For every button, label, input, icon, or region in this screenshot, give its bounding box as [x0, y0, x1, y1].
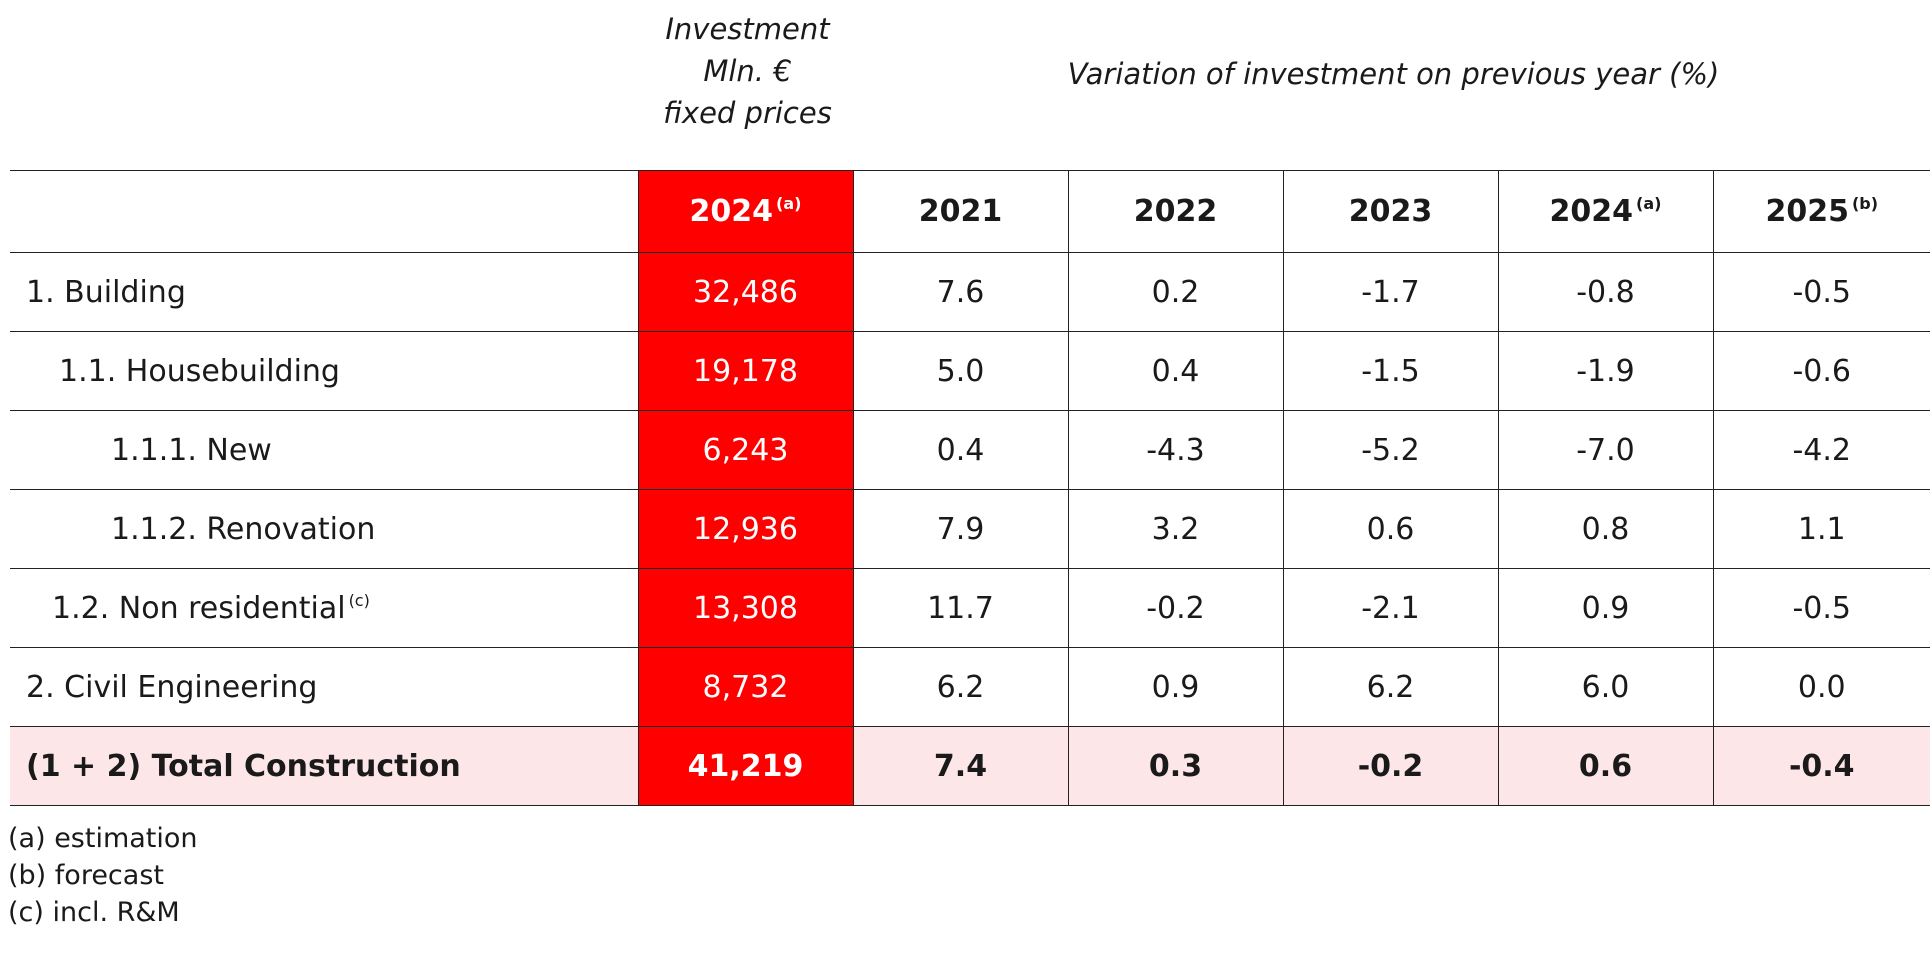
value-cell-2022: 0.3 [1067, 726, 1283, 806]
value-cell-2024: 0.8 [1497, 489, 1713, 569]
value-cell-2024: -1.9 [1497, 331, 1713, 411]
table-row-civil-engineering: 2. Civil Engineering 8,732 6.2 0.9 6.2 6… [10, 647, 1930, 727]
table-row-non-residential: 1.2. Non residential (c) 13,308 11.7 -0.2… [10, 568, 1930, 648]
investment-cell: 8,732 [637, 647, 853, 727]
value-cell-2023: -5.2 [1282, 410, 1498, 490]
value-cell-2022: 0.4 [1067, 331, 1283, 411]
value-cell-2024: 0.9 [1497, 568, 1713, 648]
header-cell-investment-2024: 2024 (a) [637, 170, 853, 253]
value-cell-2024: 0.6 [1497, 726, 1713, 806]
investment-table: 2024 (a) 2021 2022 2023 2024 (a) 2025 (b) 1… [10, 170, 1930, 806]
footnote-b: (b) forecast [8, 860, 164, 891]
row-label: 1.2. Non residential (c) [10, 568, 638, 648]
row-label: 1. Building [10, 252, 638, 332]
value-cell-2021: 6.2 [852, 647, 1068, 727]
investment-cell: 12,936 [637, 489, 853, 569]
row-label: 1.1. Housebuilding [10, 331, 638, 411]
value-cell-2021: 7.6 [852, 252, 1068, 332]
value-cell-2024: 6.0 [1497, 647, 1713, 727]
investment-cell: 32,486 [637, 252, 853, 332]
header-cell-label [10, 170, 638, 253]
value-cell-2025: 1.1 [1712, 489, 1930, 569]
value-cell-2021: 11.7 [852, 568, 1068, 648]
value-cell-2025: -0.5 [1712, 252, 1930, 332]
investment-column-heading: Investment Mln. € fixed prices [640, 8, 855, 134]
investment-cell: 13,308 [637, 568, 853, 648]
value-cell-2022: -0.2 [1067, 568, 1283, 648]
variation-heading: Variation of investment on previous year… [1067, 57, 1720, 91]
header-cell-2022: 2022 [1067, 170, 1283, 253]
table-row-new: 1.1.1. New 6,243 0.4 -4.3 -5.2 -7.0 -4.2 [10, 410, 1930, 490]
investment-cell: 6,243 [637, 410, 853, 490]
value-cell-2021: 0.4 [852, 410, 1068, 490]
investment-heading-line-2: Mln. € [703, 54, 792, 88]
table-row-renovation: 1.1.2. Renovation 12,936 7.9 3.2 0.6 0.8… [10, 489, 1930, 569]
value-cell-2023: -1.5 [1282, 331, 1498, 411]
value-cell-2025: 0.0 [1712, 647, 1930, 727]
header-cell-2023: 2023 [1282, 170, 1498, 253]
value-cell-2024: -0.8 [1497, 252, 1713, 332]
value-cell-2025: -0.5 [1712, 568, 1930, 648]
table-row-building: 1. Building 32,486 7.6 0.2 -1.7 -0.8 -0.… [10, 252, 1930, 332]
value-cell-2022: 0.2 [1067, 252, 1283, 332]
value-cell-2021: 5.0 [852, 331, 1068, 411]
row-label: (1 + 2) Total Construction [10, 726, 638, 806]
row-label: 1.1.2. Renovation [10, 489, 638, 569]
value-cell-2021: 7.9 [852, 489, 1068, 569]
footnotes: (a) estimation (b) forecast (c) incl. R&… [8, 820, 198, 931]
value-cell-2023: 0.6 [1282, 489, 1498, 569]
investment-cell: 19,178 [637, 331, 853, 411]
table-header-row: 2024 (a) 2021 2022 2023 2024 (a) 2025 (b) [10, 170, 1930, 253]
header-cell-2021: 2021 [852, 170, 1068, 253]
investment-heading-line-3: fixed prices [663, 96, 832, 130]
footnote-c: (c) incl. R&M [8, 897, 180, 928]
value-cell-2023: -2.1 [1282, 568, 1498, 648]
footnote-a: (a) estimation [8, 823, 198, 854]
value-cell-2025: -0.6 [1712, 331, 1930, 411]
header-cell-2024: 2024 (a) [1497, 170, 1713, 253]
value-cell-2022: 3.2 [1067, 489, 1283, 569]
footnote-marker-c: (c) [348, 590, 370, 610]
value-cell-2023: -1.7 [1282, 252, 1498, 332]
row-label: 2. Civil Engineering [10, 647, 638, 727]
table-row-housebuilding: 1.1. Housebuilding 19,178 5.0 0.4 -1.5 -… [10, 331, 1930, 411]
table-row-total: (1 + 2) Total Construction 41,219 7.4 0.… [10, 726, 1930, 806]
value-cell-2023: -0.2 [1282, 726, 1498, 806]
header-cell-2025: 2025 (b) [1712, 170, 1930, 253]
investment-heading-line-1: Investment [665, 12, 830, 46]
value-cell-2022: 0.9 [1067, 647, 1283, 727]
value-cell-2021: 7.4 [852, 726, 1068, 806]
value-cell-2023: 6.2 [1282, 647, 1498, 727]
value-cell-2024: -7.0 [1497, 410, 1713, 490]
value-cell-2025: -0.4 [1712, 726, 1930, 806]
value-cell-2022: -4.3 [1067, 410, 1283, 490]
row-label: 1.1.1. New [10, 410, 638, 490]
value-cell-2025: -4.2 [1712, 410, 1930, 490]
investment-cell: 41,219 [637, 726, 853, 806]
